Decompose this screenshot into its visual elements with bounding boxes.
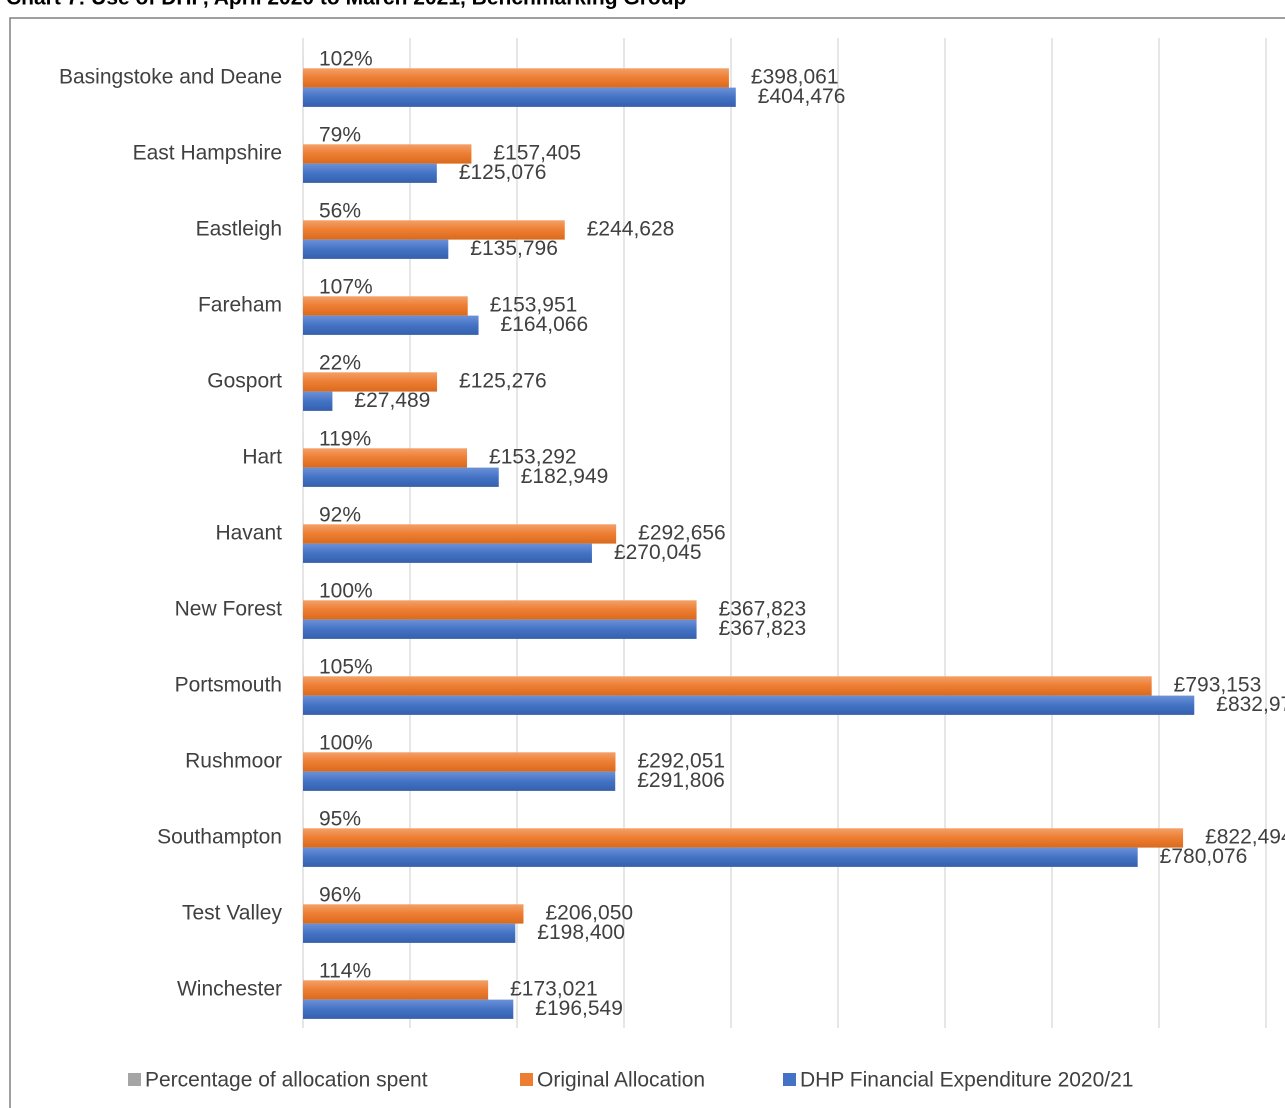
- category-label: Eastleigh: [196, 218, 282, 241]
- data-label: £367,823: [719, 617, 807, 640]
- data-label: £196,549: [535, 997, 623, 1020]
- data-label: £244,628: [587, 217, 675, 240]
- legend-swatch: [783, 1073, 796, 1086]
- data-label: 92%: [319, 504, 361, 527]
- data-label: £125,276: [459, 369, 547, 392]
- chart-frame: [9, 17, 1285, 1108]
- category-label: East Hampshire: [133, 142, 282, 165]
- data-label: £292,656: [638, 521, 726, 544]
- category-label: Southampton: [157, 826, 282, 849]
- data-label: 105%: [319, 656, 373, 679]
- bar: [303, 315, 479, 335]
- legend-swatch: [520, 1073, 533, 1086]
- bar: [303, 619, 697, 639]
- data-label: 56%: [319, 200, 361, 223]
- bar: [303, 163, 437, 183]
- bar: [303, 144, 472, 164]
- data-label: £291,806: [637, 769, 725, 792]
- category-label: Basingstoke and Deane: [59, 66, 282, 89]
- data-label: £206,050: [545, 901, 633, 924]
- bar: [303, 296, 468, 316]
- data-label: £270,045: [614, 541, 702, 564]
- bar: [303, 467, 499, 487]
- legend-swatch: [128, 1073, 141, 1086]
- bar: [303, 847, 1138, 867]
- bar: [303, 391, 333, 411]
- data-label: 96%: [319, 884, 361, 907]
- category-label: Rushmoor: [185, 750, 282, 773]
- data-label: £292,051: [637, 749, 725, 772]
- data-label: £822,494: [1205, 825, 1285, 848]
- data-label: 95%: [319, 808, 361, 831]
- category-label: Portsmouth: [175, 674, 282, 697]
- data-label: 100%: [319, 732, 373, 755]
- bar: [303, 828, 1184, 848]
- data-label: 102%: [319, 48, 373, 71]
- data-label: £27,489: [354, 389, 430, 412]
- data-label: £367,823: [719, 597, 807, 620]
- data-label: £135,796: [470, 237, 558, 260]
- data-label: £153,951: [490, 293, 578, 316]
- data-label: £780,076: [1160, 845, 1248, 868]
- data-label: 22%: [319, 352, 361, 375]
- legend-label: DHP Financial Expenditure 2020/21: [800, 1069, 1134, 1092]
- bar: [303, 676, 1152, 696]
- data-label: £164,066: [501, 313, 589, 336]
- legend-label: Original Allocation: [537, 1069, 705, 1092]
- bar: [303, 220, 565, 240]
- data-label: 79%: [319, 124, 361, 147]
- category-label: Gosport: [207, 370, 282, 393]
- data-label: 100%: [319, 580, 373, 603]
- category-label: Fareham: [198, 294, 282, 317]
- bar: [303, 999, 514, 1019]
- data-label: £404,476: [758, 85, 846, 108]
- data-label: £198,400: [537, 921, 625, 944]
- data-label: £182,949: [521, 465, 609, 488]
- category-label: New Forest: [175, 598, 283, 621]
- legend-label: Percentage of allocation spent: [145, 1069, 428, 1092]
- data-label: £832,972: [1216, 693, 1285, 716]
- category-label: Havant: [215, 522, 282, 545]
- bar: [303, 239, 449, 259]
- data-label: £153,292: [489, 445, 577, 468]
- data-label: 114%: [319, 960, 371, 983]
- category-label: Test Valley: [182, 902, 282, 925]
- bar: [303, 543, 592, 563]
- bar: [303, 87, 736, 107]
- data-label: £157,405: [493, 141, 581, 164]
- bar: [303, 904, 524, 924]
- data-label: £398,061: [751, 65, 839, 88]
- bar: [303, 600, 697, 620]
- category-label: Winchester: [177, 978, 282, 1001]
- data-label: 107%: [319, 276, 373, 299]
- data-label: £125,076: [459, 161, 547, 184]
- category-label: Hart: [242, 446, 282, 469]
- bar: [303, 448, 468, 468]
- bar: [303, 372, 438, 392]
- bar: [303, 524, 617, 544]
- data-label: £173,021: [510, 977, 598, 1000]
- data-label: 119%: [319, 428, 371, 451]
- bar: [303, 695, 1195, 715]
- chart-title: Chart 7: Use of DHP, April 2020 to March…: [6, 0, 686, 10]
- data-label: £793,153: [1174, 673, 1262, 696]
- bar: [303, 752, 616, 772]
- bar: [303, 771, 616, 791]
- bar: [303, 980, 489, 1000]
- bar: [303, 68, 729, 88]
- bar: [303, 923, 516, 943]
